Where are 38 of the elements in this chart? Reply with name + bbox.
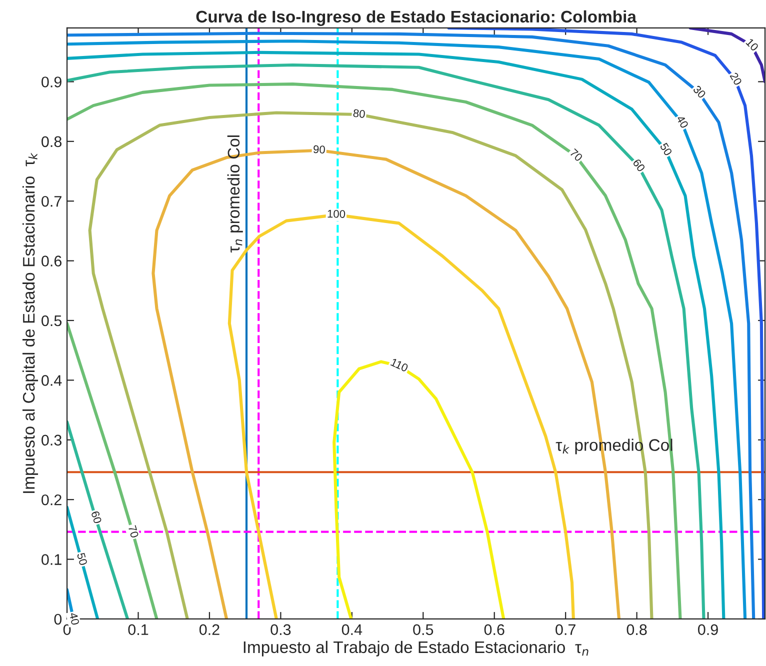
series-label: 70 <box>569 148 584 162</box>
series-label: 40 <box>676 114 689 129</box>
x-tick-label: 0.1 <box>128 624 148 636</box>
y-tick-label: 0.2 <box>42 494 62 506</box>
x-tick-label: 0.3 <box>270 624 291 636</box>
y-tick-label: 0.4 <box>42 375 62 386</box>
x-tick-label: 0.2 <box>199 624 220 636</box>
series-label: 30 <box>692 84 706 99</box>
y-tick-label: 0.7 <box>42 196 62 207</box>
series-label: 70 <box>128 525 139 538</box>
series-label: 60 <box>91 510 102 524</box>
series-label: 110 <box>390 358 409 372</box>
series-label: 50 <box>76 552 88 566</box>
y-tick-label: 0.5 <box>42 315 62 326</box>
series-label: 10 <box>746 38 759 52</box>
y-tick-label: 0 <box>54 614 62 625</box>
y-axis-title: Impuesto al Capital de Estado Estacionario τ$_{k}$ <box>22 152 38 493</box>
series-label: 40 <box>69 612 80 626</box>
x-axis-title: Impuesto al Trabajo de Estado Estacionario τ$_{n}$ <box>244 640 588 656</box>
y-tick-label: 0.8 <box>42 136 62 148</box>
x-tick-label: 0.7 <box>556 624 576 636</box>
y-tick-label: 0.1 <box>42 554 62 565</box>
series-label: 60 <box>632 158 646 172</box>
x-tick-label: 0.5 <box>413 624 434 636</box>
x-tick-label: 0.4 <box>342 624 362 636</box>
line-series <box>688 28 766 84</box>
series-label: 80 <box>353 109 366 118</box>
y-tick-label: 0.6 <box>42 256 62 266</box>
x-tick-label: 0.6 <box>484 624 504 636</box>
series-label: 50 <box>660 142 672 156</box>
ref-line-label: τ$_{n}$ promedio Col <box>227 135 243 252</box>
x-tick-label: 0.9 <box>698 624 718 636</box>
x-tick-label: 0.8 <box>626 624 647 636</box>
series-label: 20 <box>730 72 742 86</box>
y-tick-label: 0.3 <box>42 434 62 446</box>
series-label: 90 <box>313 145 326 154</box>
chart-title: Curva de Iso-Ingreso de Estado Estacionario: Colombia <box>196 10 637 26</box>
y-tick-label: 0.9 <box>42 76 62 88</box>
